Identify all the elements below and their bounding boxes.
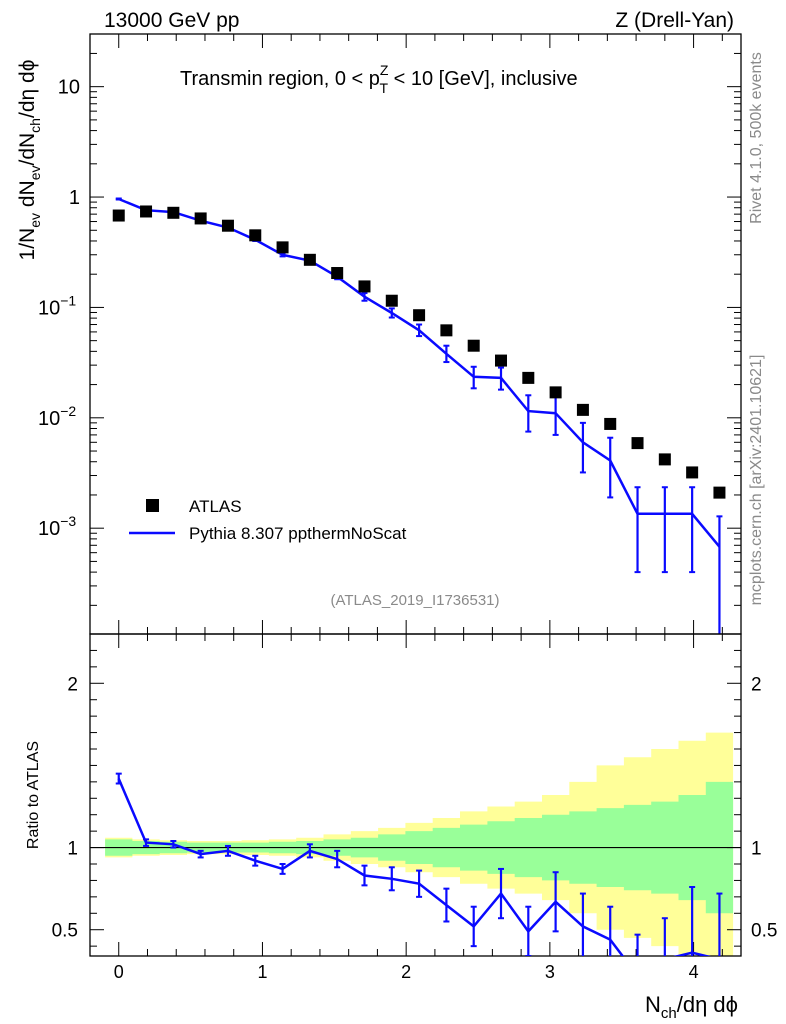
y-tick-base: 10	[38, 297, 60, 319]
data-point	[549, 386, 562, 399]
title-sup: Z	[380, 62, 389, 78]
ratio-mc-clipped	[115, 772, 723, 956]
ratio-y-tick-label: 2	[67, 674, 78, 695]
ylabel-a-sub: ev	[27, 213, 43, 228]
mcplots-site-label: mcplots.cern.ch [arXiv:2401.10621]	[748, 355, 765, 606]
ratio-y-tick-label: 1	[67, 839, 78, 860]
y-tick-label: 10−1	[38, 292, 76, 319]
ylabel-c-sub: ch	[27, 118, 43, 133]
ratio-y-tick-label-right: 2	[751, 674, 762, 695]
title-pre: Transmin region, 0 < p	[180, 68, 380, 90]
y-tick-label: 1	[69, 187, 80, 209]
ratio-y-tick-label-right: 0.5	[751, 921, 777, 942]
data-point	[194, 212, 207, 225]
data-point	[631, 437, 644, 450]
mc-series	[115, 197, 723, 634]
legend-data-marker	[146, 499, 159, 512]
xlabel-rest: /dη dϕ	[677, 992, 738, 1017]
y-tick-label: 10−3	[38, 513, 76, 540]
y-tick-base: 10	[58, 77, 80, 99]
y-tick-exponent: −1	[60, 292, 76, 308]
data-point	[331, 267, 344, 280]
title-sub: T	[379, 80, 388, 96]
ratio-y-ticks	[90, 633, 741, 947]
ylabel-c: /dN	[16, 133, 39, 166]
data-point	[440, 324, 453, 337]
data-point	[112, 209, 125, 222]
data-point	[276, 241, 289, 254]
y-tick-exponent: −3	[60, 513, 76, 529]
x-tick-label: 4	[689, 962, 699, 982]
data-point	[413, 309, 426, 322]
data-point	[167, 206, 180, 219]
data-point	[140, 205, 153, 218]
data-point	[713, 486, 726, 499]
ylabel-b-sub: ev	[27, 165, 43, 180]
chart-title: Transmin region, 0 < pZ T < 10 [GeV], inc…	[180, 62, 578, 96]
data-point	[604, 417, 617, 430]
x-tick-label: 2	[401, 962, 411, 982]
data-point	[686, 466, 699, 479]
y-tick-label: 10−2	[38, 403, 76, 430]
data-point	[385, 294, 398, 307]
ylabel-a: 1/N	[16, 228, 39, 261]
data-point	[658, 453, 671, 466]
data-point	[221, 219, 234, 232]
rivet-version-label: Rivet 4.1.0, 500k events	[748, 52, 765, 224]
data-series	[112, 205, 726, 499]
x-axis-label: Nch/dη dϕ	[645, 992, 738, 1022]
ylabel-b: dN	[16, 180, 39, 213]
data-point	[576, 403, 589, 416]
ratio-mc-series	[115, 772, 723, 956]
analysis-id: (ATLAS_2019_I1736531)	[330, 592, 499, 609]
legend-data-label: ATLAS	[189, 497, 242, 516]
ratio-frame	[89, 633, 742, 957]
y-tick-exponent: −2	[60, 403, 76, 419]
y-tick-base: 1	[69, 187, 80, 209]
data-point	[303, 253, 316, 266]
header-process: Z (Drell-Yan)	[615, 9, 734, 32]
legend-mc-label: Pythia 8.307 ppthermNoScat	[189, 524, 407, 543]
y-tick-label: 10	[58, 77, 80, 99]
ratio-y-axis-label: Ratio to ATLAS	[25, 741, 42, 849]
data-point	[358, 280, 371, 293]
xlabel-main: N	[645, 992, 661, 1017]
ratio-panel: 0 1 2 3 4 2 2 1 1 0.5 0.5	[52, 34, 777, 982]
header-energy: 13000 GeV pp	[104, 9, 239, 32]
title-post: < 10 [GeV], inclusive	[388, 68, 578, 90]
y-ticks	[90, 33, 741, 606]
mc-line	[118, 197, 721, 548]
data-point	[495, 354, 508, 367]
main-frame	[89, 33, 742, 635]
ratio-y-tick-label: 0.5	[52, 921, 78, 942]
y-tick-base: 10	[38, 518, 60, 540]
x-tick-label: 1	[257, 962, 267, 982]
x-tick-label: 0	[114, 962, 124, 982]
x-ticks	[89, 34, 723, 956]
ratio-y-tick-label-right: 1	[751, 839, 762, 860]
data-point	[522, 371, 535, 384]
ylabel-d: /dη dϕ	[16, 60, 39, 118]
x-tick-label: 3	[545, 962, 555, 982]
xlabel-sub: ch	[661, 1005, 677, 1022]
y-axis-label: 1/Nev dNev/dNch/dη dϕ	[16, 60, 43, 261]
data-point	[249, 229, 262, 242]
y-tick-base: 10	[38, 408, 60, 430]
data-point	[467, 339, 480, 352]
